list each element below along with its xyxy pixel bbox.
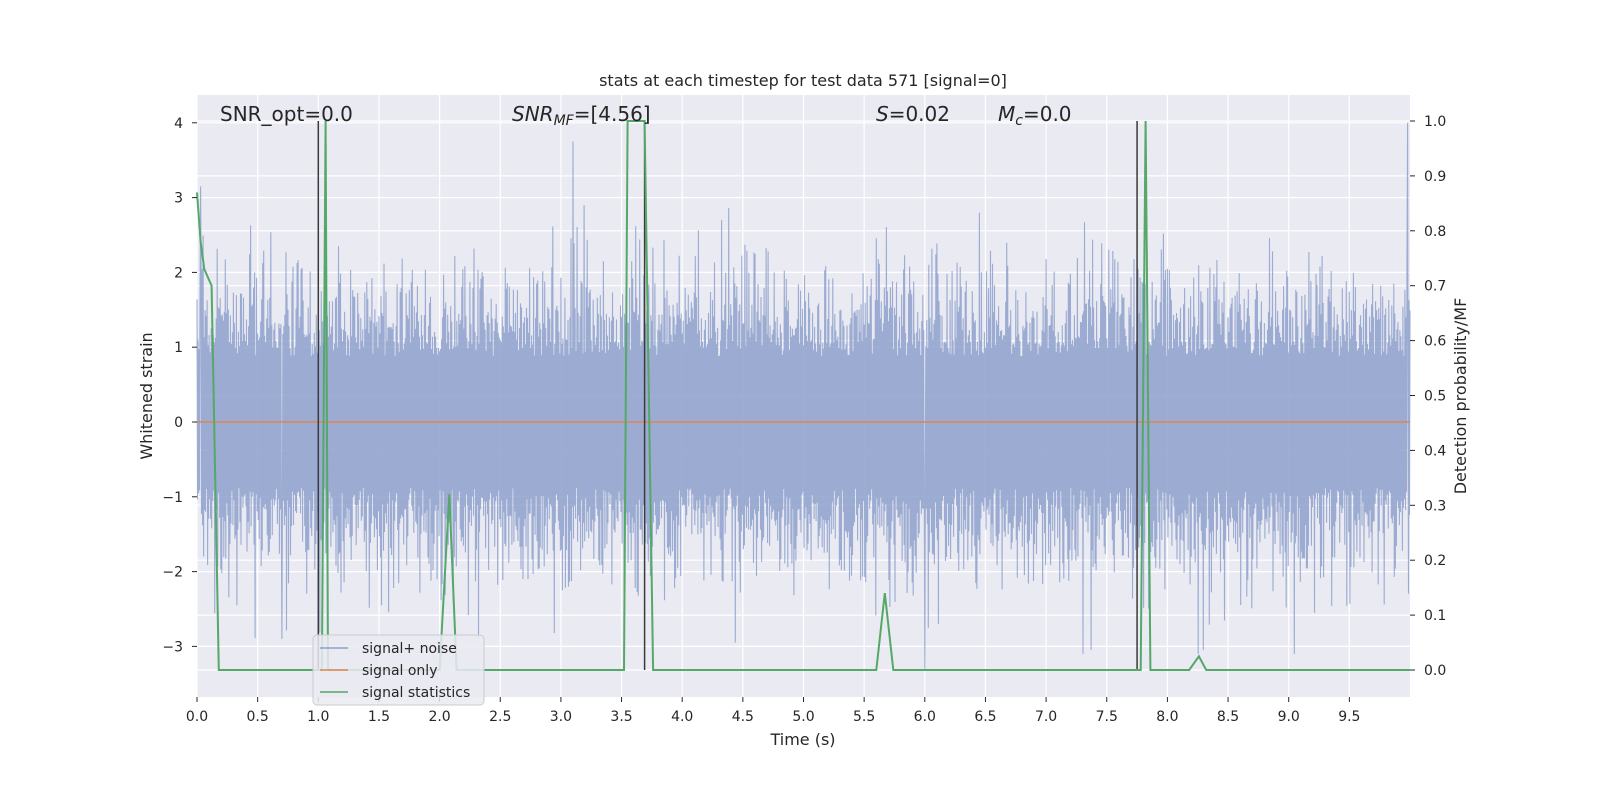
x-tick-label-0-0: 0.0	[186, 709, 208, 725]
y-tick-label-7: −3	[162, 639, 183, 655]
y2-tick-label-10: 0.0	[1424, 663, 1446, 679]
y2-tick-label-3: 0.7	[1424, 279, 1446, 295]
x-tick-label-8-5: 8.5	[1217, 709, 1239, 725]
x-tick-label-1-5: 1.5	[368, 709, 390, 725]
legend-label-signal-statistics: signal statistics	[362, 685, 470, 701]
x-tick-label-0-5: 0.5	[247, 709, 269, 725]
series-markers	[317, 121, 1138, 670]
x-tick-label-9-0: 9.0	[1278, 709, 1300, 725]
y-tick-label-1: 3	[174, 191, 183, 207]
y2-tick-label-7: 0.3	[1424, 498, 1446, 514]
x-axis-ticks: 0.0 0.5 1.0 1.5 2.0 2.5 3.0 3.5 4.0 4.5 5.0 5.5 6.0 6…	[186, 697, 1360, 725]
series-signal-plus-noise	[196, 122, 1411, 669]
x-tick-label-8-0: 8.0	[1156, 709, 1178, 725]
x-tick-label-5-5: 5.5	[853, 709, 875, 725]
annotation-mc-name: M	[998, 102, 1015, 126]
x-tick-label-7-0: 7.0	[1035, 709, 1057, 725]
annotation-snr-mf-name: SNR	[512, 102, 554, 126]
y2-tick-label-1: 0.9	[1424, 169, 1446, 185]
annotation-s-name: S	[876, 102, 889, 126]
annotation-mc: Mc=0.0	[998, 102, 1072, 129]
annotation-snr-opt: SNR_opt=0.0	[220, 102, 353, 126]
annotation-snr-mf-sub: MF	[554, 113, 575, 129]
y2-axis-ticks: 1.0 0.9 0.8 0.7 0.6 0.5 0.4 0.3 0.2 0.1 0.0	[1410, 114, 1446, 679]
y2-tick-label-2: 0.8	[1424, 224, 1446, 240]
y2-tick-label-5: 0.5	[1424, 389, 1446, 405]
legend-box	[312, 634, 485, 706]
y2-tick-label-8: 0.2	[1424, 553, 1446, 569]
x-tick-label-3-5: 3.5	[610, 709, 632, 725]
y2-tick-label-4: 0.6	[1424, 334, 1446, 350]
y-axis-ticks: 4 3 2 1 0 −1 −2 −3	[162, 116, 197, 655]
x-tick-label-1-0: 1.0	[307, 709, 329, 725]
y2-tick-label-9: 0.1	[1424, 608, 1446, 624]
y-tick-label-0: 4	[174, 116, 183, 132]
x-tick-label-3-0: 3.0	[550, 709, 572, 725]
x-tick-label-6-0: 6.0	[914, 709, 936, 725]
annotation-mc-sub: c	[1015, 113, 1023, 129]
y-tick-label-5: −1	[162, 490, 183, 506]
y-tick-label-6: −2	[162, 565, 183, 581]
x-tick-label-7-5: 7.5	[1096, 709, 1118, 725]
y-tick-label-2: 2	[174, 265, 183, 281]
x-axis-label: Time (s)	[769, 730, 835, 749]
x-tick-label-2-0: 2.0	[428, 709, 450, 725]
y2-tick-label-0: 1.0	[1424, 114, 1446, 130]
x-tick-label-2-5: 2.5	[489, 709, 511, 725]
y-tick-label-4: 0	[174, 415, 183, 431]
x-tick-label-4-0: 4.0	[671, 709, 693, 725]
annotation-snr-mf-value: =[4.56]	[574, 102, 651, 126]
annotation-s-value: =0.02	[889, 102, 950, 126]
annotation-mc-value: =0.0	[1023, 102, 1072, 126]
legend-label-signal-plus-noise: signal+ noise	[362, 641, 457, 657]
x-tick-label-6-5: 6.5	[974, 709, 996, 725]
annotation-s: S=0.02	[876, 102, 950, 126]
chart-title: stats at each timestep for test data 571…	[599, 71, 1007, 90]
annotation-snr-mf: SNRMF=[4.56]	[512, 102, 651, 129]
y-axis-label: Whitened strain	[137, 332, 156, 459]
x-tick-label-5-0: 5.0	[792, 709, 814, 725]
y2-axis-label: Detection probability/MF	[1451, 298, 1470, 495]
legend: signal+ noise signal only signal statist…	[312, 634, 485, 706]
y2-tick-label-6: 0.4	[1424, 443, 1446, 459]
annotations: SNR_opt=0.0 SNRMF=[4.56] S=0.02 Mc=0.0	[220, 102, 1072, 129]
signal-plus-noise-line	[196, 122, 1411, 669]
legend-label-signal-only: signal only	[362, 663, 437, 679]
y-tick-label-3: 1	[174, 340, 183, 356]
x-tick-label-4-5: 4.5	[732, 709, 754, 725]
x-tick-label-9-5: 9.5	[1338, 709, 1360, 725]
